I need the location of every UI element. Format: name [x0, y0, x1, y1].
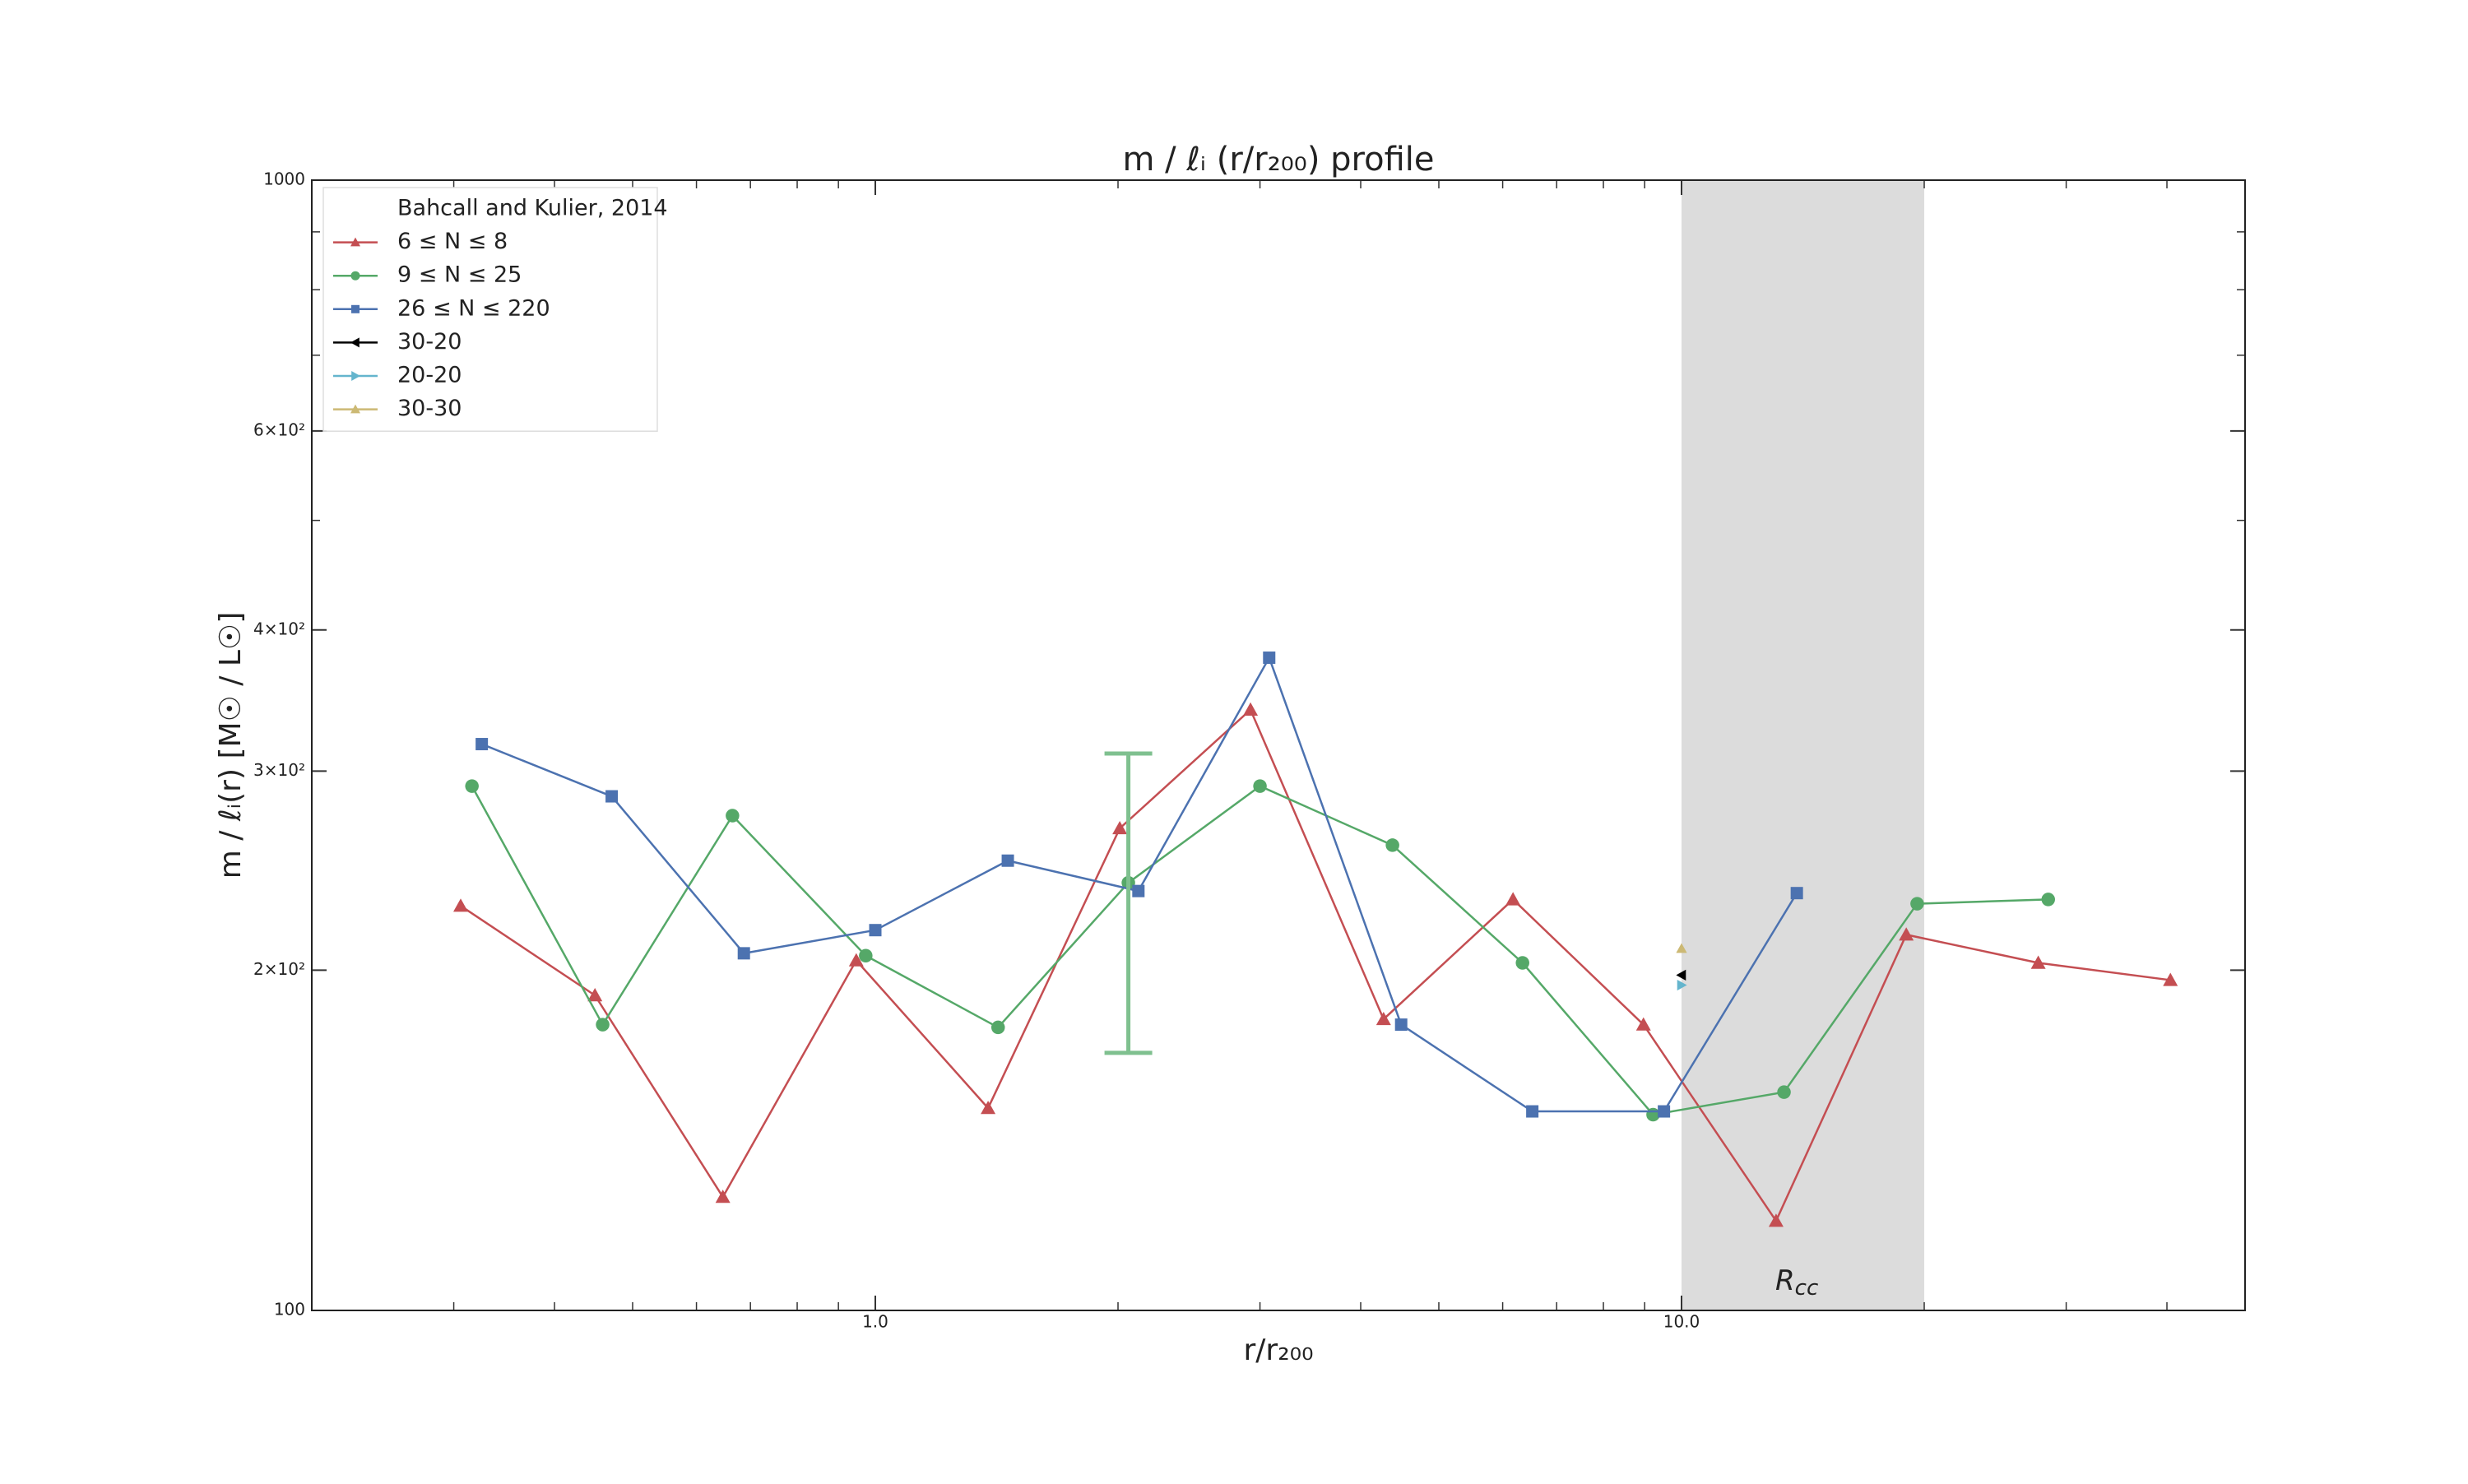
marker [990, 1020, 1005, 1035]
marker [1112, 820, 1128, 835]
marker [1658, 1105, 1671, 1118]
chart-title: m / ℓᵢ (r/r₂₀₀) profile [1122, 141, 1434, 179]
legend-box [322, 187, 658, 432]
marker [2030, 955, 2046, 969]
shaded-span [1682, 180, 1925, 1310]
legend-marker [351, 371, 360, 381]
legend-label: 26 ≤ N ≤ 220 [397, 295, 550, 321]
legend-marker [350, 237, 360, 247]
marker [596, 1018, 610, 1032]
marker [1526, 1105, 1539, 1118]
legend-label: 30-30 [397, 396, 462, 421]
marker [1505, 892, 1521, 906]
marker [1677, 979, 1687, 991]
legend-label: 30-20 [397, 329, 462, 355]
marker [1253, 779, 1267, 793]
marker [715, 1190, 731, 1203]
marker [1768, 1213, 1784, 1227]
legend-label: 6 ≤ N ≤ 8 [397, 229, 508, 254]
marker [1635, 1017, 1651, 1031]
annotation-subscript: cc [1795, 1276, 1819, 1301]
marker [1263, 652, 1276, 665]
y-tick-label: 4×10² [253, 619, 305, 638]
annotation-text: R [1775, 1264, 1795, 1297]
marker [869, 924, 882, 937]
marker [605, 790, 619, 803]
legend-marker [350, 337, 360, 348]
series-line [460, 707, 2171, 1223]
marker [1001, 854, 1014, 867]
marker [587, 987, 603, 1002]
legend-label: 9 ≤ N ≤ 25 [397, 262, 522, 288]
marker [452, 898, 468, 912]
marker [465, 779, 479, 793]
marker [2041, 893, 2056, 907]
marker [1515, 956, 1529, 970]
annotation: Rcc [1775, 1264, 1818, 1301]
plot-frame [311, 179, 2246, 1311]
y-axis-label: m / ℓᵢ(r) [M☉ / L☉] [214, 612, 248, 879]
legend-label: 20-20 [397, 363, 462, 388]
y-tick-label: 3×10² [253, 760, 305, 780]
marker [859, 948, 873, 962]
marker [1676, 969, 1686, 981]
marker [2163, 972, 2178, 986]
marker [1132, 884, 1145, 897]
marker [1375, 1011, 1391, 1026]
y-tick-label: 6×10² [253, 420, 305, 439]
marker [848, 953, 864, 967]
marker [1777, 1085, 1791, 1099]
marker [1394, 1018, 1408, 1032]
marker [981, 1101, 996, 1115]
x-tick-label: 10.0 [1663, 1312, 1700, 1332]
legend-marker [351, 304, 360, 313]
marker [1910, 897, 1924, 911]
marker [1385, 838, 1399, 852]
y-tick-label: 2×10² [253, 959, 305, 979]
legend-marker [350, 404, 360, 414]
marker [737, 947, 750, 960]
y-tick-label: 1000 [263, 169, 305, 189]
marker [476, 738, 489, 751]
marker [1676, 943, 1687, 953]
marker [726, 809, 740, 823]
y-tick-label: 100 [274, 1300, 305, 1319]
marker [1899, 927, 1914, 941]
marker [1790, 887, 1803, 900]
legend-title: Bahcall and Kulier, 2014 [397, 196, 668, 221]
x-axis-label: r/r₂₀₀ [1243, 1333, 1313, 1367]
legend-marker [350, 271, 360, 281]
x-tick-label: 1.0 [862, 1312, 888, 1332]
marker [1243, 702, 1259, 716]
